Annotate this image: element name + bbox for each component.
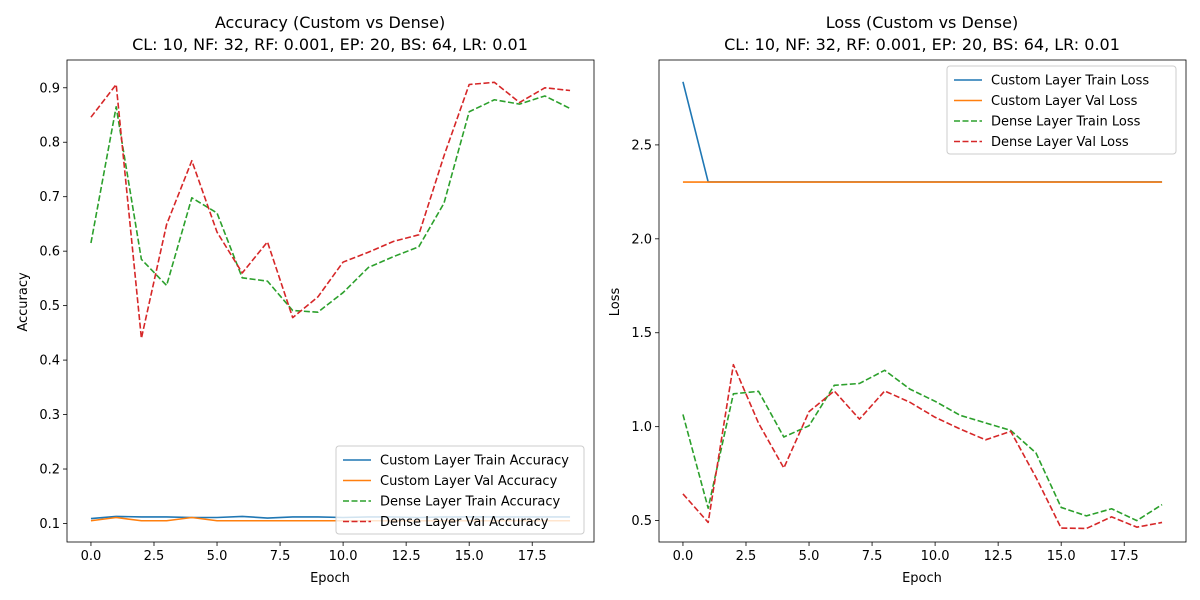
accuracy-chart-title: Accuracy (Custom vs Dense) [215,13,445,32]
accuracy-y-tick-label: 0.2 [39,463,60,478]
loss-legend-label-1: Custom Layer Train Loss [991,74,1149,89]
accuracy-x-axis-label: Epoch [310,571,350,586]
loss-legend-box [946,65,1177,155]
loss-y-tick-label: 0.5 [631,514,652,529]
accuracy-series-line-4 [90,81,571,340]
accuracy-y-tick-label: 0.3 [39,408,60,423]
accuracy-legend-box [335,445,585,535]
loss-legend-label-4: Dense Layer Val Loss [991,135,1129,150]
loss-chart: Loss (Custom vs Dense) CL: 10, NF: 32, R… [608,13,1187,586]
loss-chart-title: Loss (Custom vs Dense) [826,13,1018,32]
accuracy-series-line-3 [90,95,571,313]
accuracy-plot-frame [66,59,595,543]
accuracy-x-tick-label: 17.5 [518,549,547,564]
accuracy-legend: Custom Layer Train Accuracy Custom Layer … [335,445,585,535]
accuracy-y-tick-label: 0.9 [39,81,60,96]
accuracy-x-tick-label: 12.5 [392,549,421,564]
accuracy-y-tick-label: 0.6 [39,245,60,260]
loss-y-tick-label: 2.0 [631,232,652,247]
loss-y-tick-label: 1.5 [631,326,652,341]
loss-x-axis-label: Epoch [902,571,942,586]
accuracy-y-tick-label: 0.4 [39,354,60,369]
loss-x-tick-label: 5.0 [799,549,820,564]
accuracy-legend-label-3: Dense Layer Train Accuracy [380,495,561,510]
accuracy-y-tick-label: 0.8 [39,136,60,151]
loss-chart-subtitle: CL: 10, NF: 32, RF: 0.001, EP: 20, BS: 6… [724,35,1120,54]
accuracy-x-tick-label: 5.0 [207,549,228,564]
accuracy-x-tick-label: 7.5 [270,549,291,564]
accuracy-x-tick-label: 10.0 [329,549,358,564]
accuracy-y-tick-label: 0.7 [39,190,60,205]
loss-y-axis-label: Loss [608,288,623,317]
loss-y-tick-label: 2.5 [631,138,652,153]
loss-x-tick-label: 12.5 [984,549,1013,564]
loss-series-line-3 [682,369,1163,522]
accuracy-chart: Accuracy (Custom vs Dense) CL: 10, NF: 3… [16,13,595,586]
loss-y-tick-label: 1.0 [631,420,652,435]
loss-legend-label-2: Custom Layer Val Loss [991,94,1138,109]
accuracy-legend-label-1: Custom Layer Train Accuracy [380,454,569,469]
accuracy-x-tick-label: 0.0 [81,549,102,564]
loss-x-tick-label: 7.5 [862,549,883,564]
loss-x-tick-label: 0.0 [673,549,694,564]
loss-series-line-4 [682,363,1163,530]
accuracy-y-tick-label: 0.1 [39,517,60,532]
accuracy-chart-subtitle: CL: 10, NF: 32, RF: 0.001, EP: 20, BS: 6… [132,35,528,54]
loss-x-tick-label: 17.5 [1110,549,1139,564]
accuracy-x-tick-label: 2.5 [144,549,165,564]
loss-x-tick-label: 2.5 [736,549,757,564]
accuracy-legend-label-4: Dense Layer Val Accuracy [380,515,549,530]
loss-x-tick-label: 15.0 [1047,549,1076,564]
accuracy-y-tick-label: 0.5 [39,299,60,314]
loss-legend-label-3: Dense Layer Train Loss [991,115,1141,130]
accuracy-legend-label-2: Custom Layer Val Accuracy [380,474,558,489]
loss-legend: Custom Layer Train Loss Custom Layer Val … [946,65,1177,155]
loss-plot-frame [658,59,1187,543]
accuracy-y-axis-label: Accuracy [16,272,31,332]
loss-x-tick-label: 10.0 [921,549,950,564]
accuracy-x-tick-label: 15.0 [455,549,484,564]
